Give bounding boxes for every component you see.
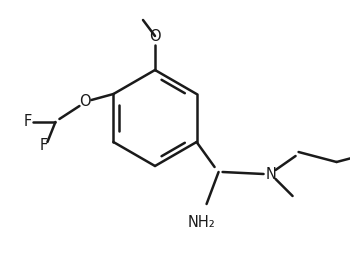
Text: F: F bbox=[23, 115, 32, 130]
Text: O: O bbox=[149, 29, 161, 44]
Text: F: F bbox=[39, 139, 48, 153]
Text: N: N bbox=[265, 167, 276, 181]
Text: NH₂: NH₂ bbox=[188, 215, 216, 230]
Text: O: O bbox=[79, 95, 91, 109]
